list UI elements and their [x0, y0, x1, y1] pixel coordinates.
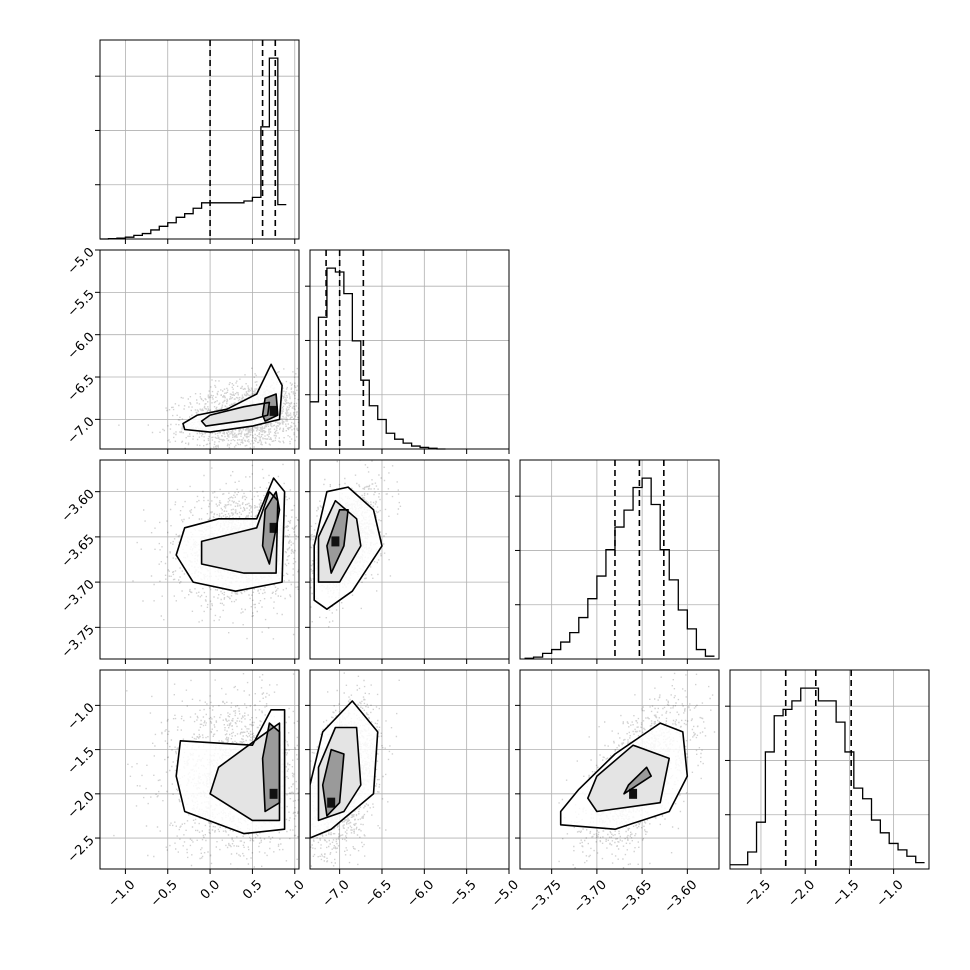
pair-contour-1	[175, 477, 286, 592]
pair-density-peak	[269, 405, 278, 416]
pair-scatter-points	[558, 672, 716, 869]
pair-contour-0	[321, 748, 345, 817]
x-tick-label: −5.5	[447, 877, 480, 910]
pair-density-fill-mid	[201, 402, 270, 427]
pair-density-peak	[331, 536, 340, 547]
pair-panel-1-4	[95, 669, 300, 874]
y-tick-label: −6.0	[65, 330, 98, 363]
x-tick-label: −6.0	[404, 877, 437, 910]
hist-panel-3	[515, 459, 720, 664]
pair-density-fill-core	[624, 767, 652, 794]
pair-frame	[99, 459, 300, 660]
x-tick-label: −0.5	[148, 877, 181, 910]
hist-2-frame	[309, 249, 510, 450]
x-tick-label: −2.5	[741, 877, 774, 910]
pair-density-fill-mid	[210, 723, 280, 821]
hist-4-frame	[729, 669, 930, 870]
y-tick-label: −3.75	[59, 622, 98, 661]
pair-2-4-content	[310, 670, 509, 869]
pair-contour-0	[623, 766, 652, 795]
y-tick-label: −1.0	[65, 700, 98, 733]
y-tick-label: −2.0	[65, 789, 98, 822]
pair-1-4-content	[100, 670, 299, 869]
hist-panel-2	[305, 249, 510, 454]
hist-2-steps	[310, 267, 446, 450]
hist-3-steps	[524, 477, 715, 659]
pair-contour-2	[209, 722, 281, 822]
pair-2-3-content	[310, 460, 509, 659]
y-tick-label: −3.65	[59, 532, 98, 571]
y-tick-label: −5.5	[65, 287, 98, 320]
x-tick-label: −3.60	[662, 877, 701, 916]
hist-panel-1	[95, 39, 300, 244]
pair-density-peak	[269, 788, 278, 799]
pair-contour-1	[175, 709, 286, 835]
x-tick-label: −3.65	[616, 877, 655, 916]
hist-panel-4	[725, 669, 930, 874]
hist-3-frame	[519, 459, 720, 660]
x-tick-label: −3.75	[526, 877, 565, 916]
hist-1-steps	[100, 57, 287, 240]
x-tick-label: 0.5	[240, 877, 265, 902]
pair-contour-1	[559, 722, 689, 830]
pair-frame	[519, 669, 720, 870]
x-tick-label: −1.0	[106, 877, 139, 910]
pair-scatter-points	[118, 367, 299, 449]
y-tick-label: −3.60	[59, 487, 98, 526]
x-tick-label: 1.0	[283, 877, 308, 902]
pair-3-4-content	[520, 670, 719, 869]
pair-contour-1	[182, 363, 283, 433]
pair-panel-2-3	[305, 459, 510, 664]
pair-contour-2	[317, 726, 362, 822]
pair-panel-1-3	[95, 459, 300, 664]
y-tick-label: −7.0	[65, 414, 98, 447]
y-tick-label: −1.5	[65, 745, 98, 778]
x-tick-label: −1.0	[874, 877, 907, 910]
pair-density-fill-mid	[587, 745, 670, 812]
x-tick-label: −1.5	[830, 877, 863, 910]
x-tick-label: 0.0	[198, 877, 223, 902]
pair-contour-2	[200, 401, 271, 427]
pair-contour-2	[200, 490, 279, 574]
pair-contour-0	[326, 509, 349, 574]
y-tick-label: −5.0	[65, 245, 98, 278]
x-tick-label: −3.70	[571, 877, 610, 916]
pair-density-peak	[269, 522, 278, 533]
pair-panel-2-4	[305, 669, 510, 874]
pair-panel-3-4	[515, 669, 720, 874]
pair-contour-2	[317, 499, 362, 583]
hist-4-steps	[730, 687, 925, 866]
y-tick-label: −3.70	[59, 577, 98, 616]
pair-frame	[309, 669, 510, 870]
pair-panel-1-2	[95, 249, 300, 454]
pair-contour-1	[310, 700, 379, 839]
pair-density-peak	[327, 797, 336, 808]
pair-contour-1	[313, 486, 383, 610]
pair-1-2-content	[100, 250, 299, 449]
pair-frame	[99, 249, 300, 450]
pair-contour-2	[587, 744, 670, 813]
pair-frame	[99, 669, 300, 870]
x-tick-label: −2.0	[785, 877, 818, 910]
pair-frame	[309, 459, 510, 660]
x-tick-label: −7.0	[320, 877, 353, 910]
pair-1-3-content	[100, 460, 299, 659]
x-tick-label: −5.0	[489, 877, 522, 910]
y-tick-label: −2.5	[65, 833, 98, 866]
hist-1-frame	[99, 39, 300, 240]
x-tick-label: −6.5	[362, 877, 395, 910]
pair-density-peak	[629, 788, 638, 799]
y-tick-label: −6.5	[65, 372, 98, 405]
